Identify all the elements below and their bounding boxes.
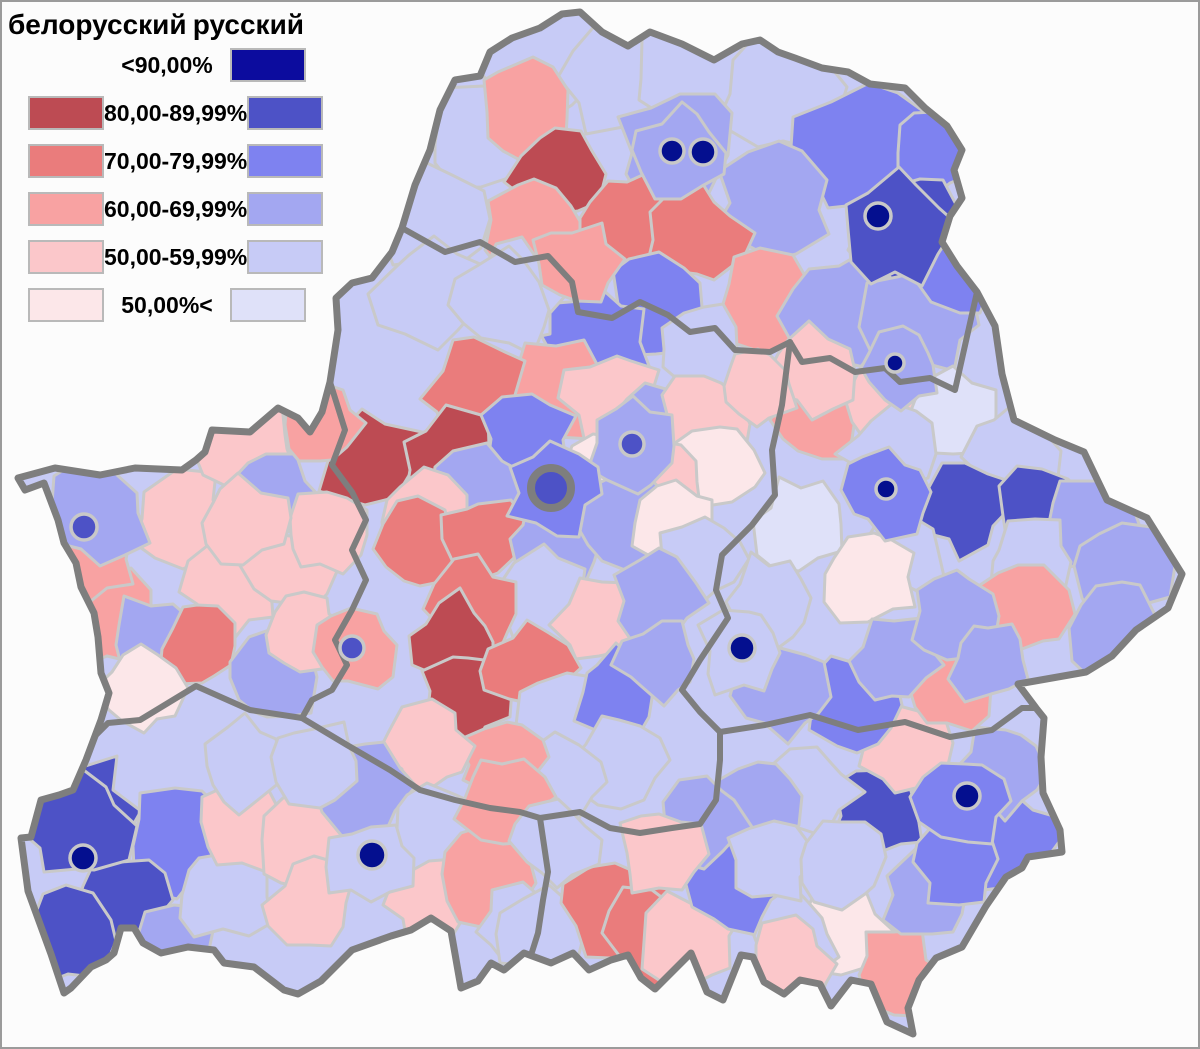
oblast-border xyxy=(399,225,980,393)
city-dot xyxy=(874,477,898,501)
district-shape xyxy=(726,819,823,903)
oblast-border xyxy=(299,715,543,821)
district-shape xyxy=(531,221,627,304)
legend-swatch-belarusian xyxy=(28,144,104,178)
district-shape xyxy=(946,622,1030,704)
legend-swatch-russian xyxy=(247,240,324,274)
district-shape xyxy=(200,471,293,567)
legend-range-label: 50,00%< xyxy=(121,291,213,318)
district-shape xyxy=(288,490,369,576)
legend-swatch-belarusian xyxy=(28,240,104,274)
legend-range-label: 80,00-89,99% xyxy=(104,99,248,126)
city-dot xyxy=(527,464,575,512)
legend-title-belarusian: белорусский xyxy=(8,9,187,40)
city-dot xyxy=(356,839,388,871)
city-dot xyxy=(727,633,757,663)
city-dot xyxy=(884,352,906,374)
oblast-border xyxy=(537,729,723,836)
district-shape xyxy=(844,165,959,288)
city-dot xyxy=(618,430,646,458)
legend-range-label: 70,00-79,99% xyxy=(104,147,248,174)
city-dot xyxy=(69,512,99,542)
legend-swatch-russian xyxy=(230,288,306,322)
legend-swatch-russian xyxy=(247,144,324,178)
city-dot xyxy=(338,634,366,662)
legend-range-label: 50,00-59,99% xyxy=(104,243,248,270)
legend-range-label: 60,00-69,99% xyxy=(104,195,248,222)
legend-row: 80,00-89,99% xyxy=(6,96,324,130)
legend-row: 60,00-69,99% xyxy=(6,192,324,226)
legend-row: 50,00%< xyxy=(6,288,306,322)
city-dot xyxy=(68,843,98,873)
legend-swatch-belarusian xyxy=(28,192,104,226)
legend-row: 70,00-79,99% xyxy=(6,144,324,178)
district-shape xyxy=(366,234,482,352)
legend-swatch-russian xyxy=(247,192,324,226)
district-shape xyxy=(609,619,696,708)
oblast-border xyxy=(299,379,369,721)
legend-swatch-belarusian xyxy=(28,288,104,322)
legend-swatch-russian xyxy=(247,96,324,130)
district-shape xyxy=(646,179,757,282)
district-shape xyxy=(799,819,888,912)
district-shape xyxy=(203,711,283,817)
country-outline xyxy=(14,8,1186,1038)
legend-swatch-belarusian xyxy=(28,96,104,130)
legend-row: 50,00-59,99% xyxy=(6,240,324,274)
district-shape xyxy=(158,603,237,686)
city-dot xyxy=(863,201,893,231)
city-dot xyxy=(688,137,718,167)
oblast-border xyxy=(679,339,793,735)
legend-row: <90,00% xyxy=(6,48,306,82)
legend-swatch-russian xyxy=(230,48,306,82)
district-shape xyxy=(269,720,359,810)
city-dot xyxy=(658,137,686,165)
legend: белорусский русский <90,00% 80,00-89,99%… xyxy=(6,8,324,336)
oblast-border xyxy=(717,705,1039,740)
legend-headers: белорусский русский xyxy=(6,8,306,42)
oblast-border xyxy=(529,815,551,955)
legend-range-label: <90,00% xyxy=(121,51,213,78)
legend-title-russian: русский xyxy=(192,9,304,40)
city-dot xyxy=(952,781,982,811)
oblast-border xyxy=(83,683,305,748)
